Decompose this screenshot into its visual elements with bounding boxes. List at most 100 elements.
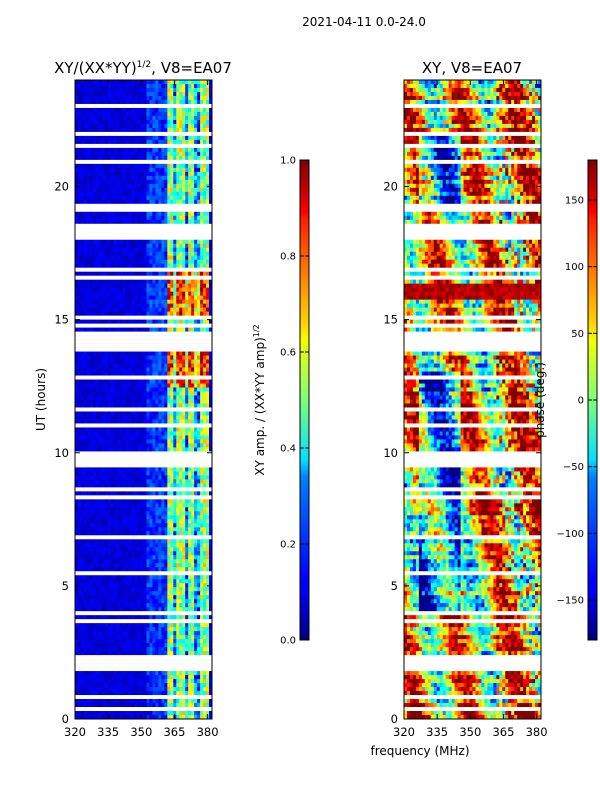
amplitude-cell: [119, 119, 123, 125]
amplitude-cell: [197, 399, 201, 404]
amplitude-cell: [137, 259, 141, 265]
amplitude-cell: [203, 475, 207, 480]
amplitude-cell: [185, 183, 189, 189]
amplitude-cell: [80, 263, 85, 269]
amplitude-cell: [158, 151, 162, 157]
amplitude-cell: [80, 295, 85, 300]
amplitude-cell: [131, 471, 135, 476]
amplitude-cell: [155, 271, 159, 276]
amplitude-cell: [197, 483, 201, 488]
amplitude-cell: [77, 467, 82, 472]
amplitude-cell: [83, 87, 88, 93]
amplitude-cell: [200, 603, 204, 608]
amplitude-cell: [140, 243, 144, 249]
amplitude-cell: [164, 119, 168, 125]
amplitude-cell: [185, 191, 189, 197]
amplitude-cell: [197, 475, 201, 480]
amplitude-cell: [173, 411, 177, 416]
amplitude-cell: [137, 263, 141, 269]
amplitude-cell: [152, 183, 156, 189]
amplitude-cell: [149, 291, 153, 296]
amplitude-cell: [101, 499, 106, 504]
amplitude-cell: [200, 111, 204, 117]
amplitude-cell: [140, 559, 144, 564]
amplitude-cell: [170, 295, 174, 300]
amplitude-cell: [194, 283, 198, 288]
amplitude-cell: [209, 263, 212, 269]
amplitude-cell: [167, 95, 171, 101]
amplitude-cell: [161, 91, 165, 97]
amplitude-cell: [176, 483, 180, 488]
amplitude-cell: [161, 547, 165, 552]
amplitude-cell: [182, 123, 186, 129]
amplitude-cell: [137, 475, 141, 480]
amplitude-cell: [116, 563, 120, 568]
amplitude-cell: [176, 115, 180, 121]
amplitude-cell: [92, 255, 97, 261]
amplitude-cell: [92, 191, 97, 197]
amplitude-cell: [146, 447, 150, 452]
amplitude-cell: [200, 255, 204, 261]
amplitude-cell: [206, 219, 210, 225]
amplitude-cell: [149, 195, 153, 201]
amplitude-cell: [98, 127, 103, 133]
amplitude-cell: [116, 367, 120, 372]
amplitude-cell: [80, 483, 85, 488]
amplitude-cell: [167, 299, 171, 304]
amplitude-cell: [131, 371, 135, 376]
amplitude-cell: [122, 255, 126, 261]
amplitude-cell: [134, 543, 138, 548]
amplitude-cell: [134, 123, 138, 129]
amplitude-cell: [140, 147, 144, 153]
amplitude-cell: [119, 399, 123, 404]
data-gap-row: [75, 619, 212, 624]
amplitude-cell: [152, 635, 156, 640]
amplitude-cell: [173, 399, 177, 404]
amplitude-cell: [83, 527, 88, 532]
amplitude-cell: [191, 179, 195, 185]
amplitude-cell: [104, 387, 109, 392]
amplitude-cell: [119, 199, 123, 205]
amplitude-cell: [101, 195, 106, 201]
amplitude-cell: [116, 543, 120, 548]
amplitude-cell: [155, 167, 159, 173]
amplitude-cell: [128, 147, 132, 153]
amplitude-cell: [206, 399, 210, 404]
amplitude-cell: [101, 363, 106, 368]
amplitude-cell: [113, 299, 117, 304]
amplitude-cell: [125, 575, 129, 580]
amplitude-cell: [179, 251, 183, 257]
amplitude-cell: [116, 379, 120, 384]
amplitude-cell: [170, 419, 174, 424]
amplitude-cell: [137, 127, 141, 133]
amplitude-cell: [158, 419, 162, 424]
amplitude-cell: [143, 575, 147, 580]
amplitude-cell: [158, 191, 162, 197]
amplitude-cell: [116, 107, 120, 113]
amplitude-cell: [89, 135, 94, 141]
amplitude-cell: [182, 371, 186, 376]
amplitude-cell: [122, 559, 126, 564]
amplitude-cell: [200, 175, 204, 181]
amplitude-cell: [134, 511, 138, 516]
amplitude-cell: [95, 147, 100, 153]
amplitude-cell: [176, 259, 180, 265]
amplitude-cell: [182, 183, 186, 189]
amplitude-cell: [101, 439, 106, 444]
amplitude-cell: [185, 215, 189, 221]
amplitude-cell: [182, 243, 186, 249]
amplitude-cell: [155, 119, 159, 125]
amplitude-cell: [161, 243, 165, 249]
amplitude-cell: [125, 119, 129, 125]
amplitude-cell: [152, 447, 156, 452]
amplitude-cell: [200, 503, 204, 508]
amplitude-cell: [197, 271, 201, 276]
amplitude-cell: [98, 211, 103, 217]
amplitude-cell: [200, 119, 204, 125]
amplitude-cell: [194, 563, 198, 568]
amplitude-cell: [146, 191, 150, 197]
data-gap-row: [75, 487, 212, 492]
amplitude-cell: [110, 483, 115, 488]
amplitude-cell: [119, 295, 123, 300]
amplitude-cell: [143, 635, 147, 640]
